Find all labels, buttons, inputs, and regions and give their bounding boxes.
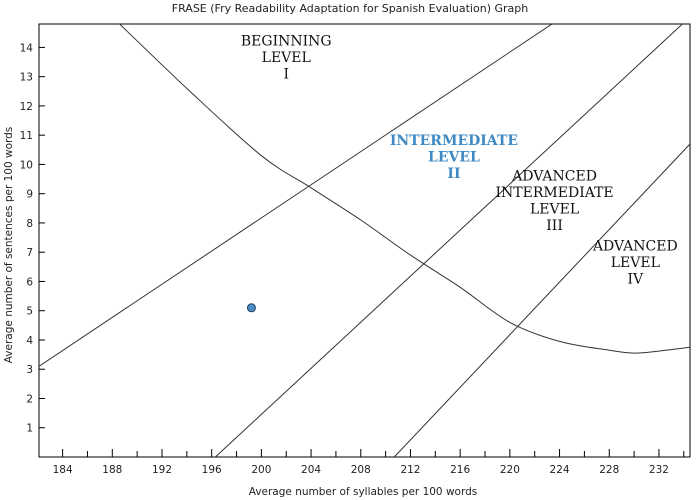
x-tick-label: 192 [152,464,172,476]
boundary-layer [39,24,690,457]
x-tick-label: 196 [202,464,222,476]
region-label-3: ADVANCED INTERMEDIATE LEVEL III [496,169,614,235]
y-tick-label: 3 [26,364,33,376]
boundary-curve-4 [118,24,690,354]
y-tick-label: 6 [26,276,33,288]
x-tick-label: 188 [102,464,122,476]
data-point-1 [246,303,256,313]
y-tick-label: 7 [26,247,33,259]
region-label-line: LEVEL [530,202,579,218]
y-tick-label: 14 [20,42,34,54]
region-label-2: INTERMEDIATE LEVEL II [390,133,518,182]
x-tick-label: 204 [301,464,321,476]
region-label-line: I [283,67,289,83]
x-tick-label: 200 [251,464,271,476]
x-tick-label: 224 [550,464,570,476]
region-label-line: LEVEL [611,255,660,271]
y-tick-label: 10 [20,159,33,171]
chart-title: FRASE (Fry Readability Adaptation for Sp… [172,2,528,15]
boundary-line-1 [39,24,553,367]
y-axis-label: Average number of sentences per 100 word… [3,127,15,364]
boundary-line-3 [393,143,690,457]
plot-frame [38,23,691,458]
region-label-line: ADVANCED [592,238,678,254]
y-tick-label: 11 [20,130,33,142]
region-label-line: LEVEL [428,150,480,166]
y-tick-label: 2 [26,393,33,405]
region-label-line: IV [628,271,645,287]
region-label-line: LEVEL [262,50,311,66]
y-tick-label: 8 [26,218,33,230]
region-label-line: BEGINNING [241,34,332,50]
region-label-line: II [447,166,460,182]
x-tick-label: 216 [450,464,470,476]
y-tick-label: 9 [26,189,33,201]
region-label-line: INTERMEDIATE [496,185,614,201]
y-tick-label: 1 [26,423,33,435]
region-label-1: BEGINNING LEVEL I [241,34,332,83]
x-tick-label: 220 [500,464,520,476]
x-axis-label: Average number of syllables per 100 word… [249,486,477,498]
y-tick-label: 5 [26,306,33,318]
boundary-line-2 [215,24,684,457]
region-label-line: INTERMEDIATE [390,133,518,149]
x-tick-label: 228 [599,464,619,476]
y-tick-label: 13 [20,72,33,84]
x-tick-label: 232 [649,464,669,476]
y-tick-label: 12 [20,101,33,113]
point-layer [246,303,256,313]
region-label-line: III [546,218,563,234]
x-tick-label: 208 [351,464,371,476]
region-label-4: ADVANCED LEVEL IV [592,238,678,287]
region-label-line: ADVANCED [511,169,597,185]
y-tick-label: 4 [26,335,33,347]
x-axis: 184 188 192 196 200 204 208 212 216 220 224 228 232 [53,449,685,476]
x-tick-label: 184 [53,464,73,476]
x-tick-label: 212 [400,464,420,476]
